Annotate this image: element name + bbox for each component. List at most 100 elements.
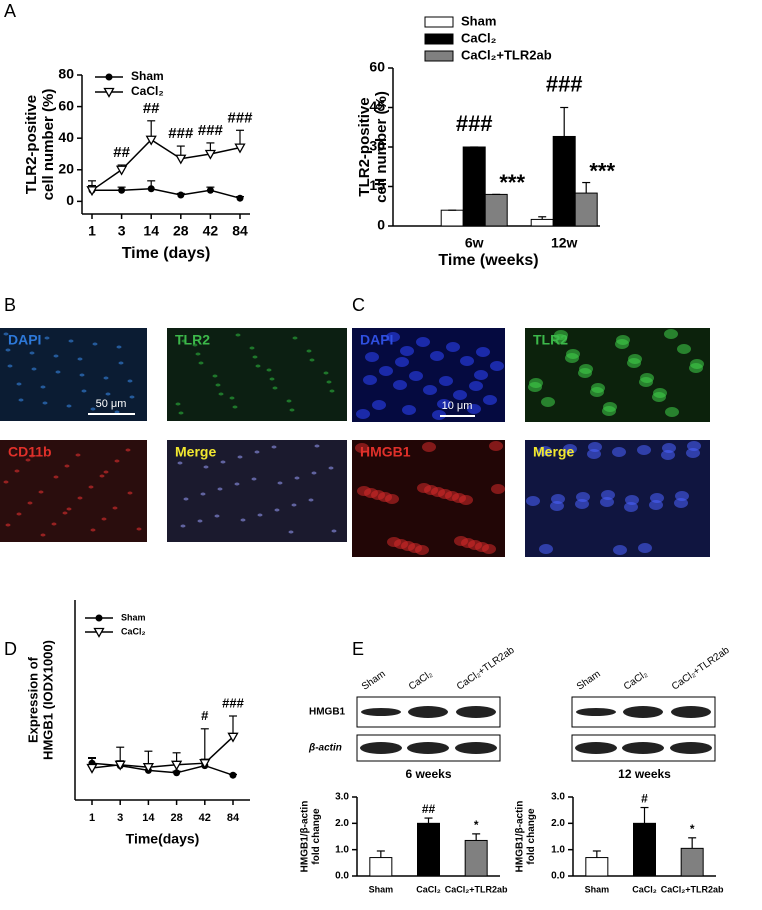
cell bbox=[459, 495, 473, 505]
cell bbox=[77, 496, 83, 500]
cell bbox=[42, 401, 48, 405]
annotation: # bbox=[201, 708, 209, 723]
y-tick-label: 20 bbox=[58, 160, 74, 176]
y-tick-label: 2.0 bbox=[551, 818, 565, 829]
panel-label: E bbox=[352, 639, 364, 659]
cell bbox=[92, 342, 98, 346]
cell bbox=[587, 449, 601, 459]
cell bbox=[288, 530, 294, 534]
cell bbox=[136, 527, 142, 531]
y-tick-label: 30 bbox=[369, 138, 385, 154]
cell bbox=[565, 353, 579, 363]
point bbox=[206, 186, 214, 194]
legend-swatch bbox=[424, 33, 454, 45]
point bbox=[86, 763, 98, 774]
cell bbox=[180, 524, 186, 528]
cell bbox=[81, 389, 87, 393]
cell bbox=[563, 444, 577, 454]
cell bbox=[538, 446, 552, 456]
x-tick-label: 3 bbox=[118, 223, 126, 239]
y-tick-label: 3.0 bbox=[551, 792, 565, 803]
cell bbox=[612, 447, 626, 457]
x-tick-label: CaCl₂+TLR2ab bbox=[661, 884, 724, 894]
micrograph-label: TLR2 bbox=[175, 332, 210, 348]
point bbox=[199, 759, 211, 770]
cell bbox=[356, 409, 370, 419]
bar bbox=[417, 822, 440, 877]
scale-label: 50 μm bbox=[96, 398, 127, 410]
cell bbox=[101, 517, 107, 521]
x-axis-label: Time (days) bbox=[122, 245, 211, 262]
lane-label: CaCl₂ bbox=[407, 669, 435, 693]
cell bbox=[639, 377, 653, 387]
cell bbox=[116, 345, 122, 349]
cell bbox=[5, 348, 11, 352]
panel-label: B bbox=[4, 295, 16, 315]
y-axis-label: HMGB1/β-actin bbox=[300, 801, 311, 873]
cell bbox=[539, 544, 553, 554]
x-tick-label: 12w bbox=[551, 235, 578, 251]
x-tick-label: 1 bbox=[88, 223, 96, 239]
cell bbox=[114, 459, 120, 463]
cell bbox=[197, 519, 203, 523]
y-axis-label: Expression of bbox=[25, 656, 40, 743]
cell bbox=[235, 333, 241, 337]
micrograph bbox=[167, 328, 347, 421]
legend-marker bbox=[105, 73, 113, 81]
cell bbox=[422, 442, 436, 452]
point bbox=[147, 185, 155, 193]
x-tick-label: 14 bbox=[142, 812, 155, 824]
cell bbox=[613, 545, 627, 555]
cell bbox=[393, 380, 407, 390]
cell bbox=[62, 511, 68, 515]
cell bbox=[294, 476, 300, 480]
cell bbox=[181, 339, 187, 343]
cell bbox=[16, 512, 22, 516]
cell bbox=[200, 492, 206, 496]
cell bbox=[400, 346, 414, 356]
micrograph-label: DAPI bbox=[360, 332, 393, 348]
cell bbox=[66, 507, 72, 511]
series-line bbox=[92, 187, 241, 199]
cell bbox=[118, 361, 124, 365]
y-tick-label: 80 bbox=[58, 66, 74, 82]
y-axis-label: cell number (%) bbox=[40, 89, 57, 201]
cell bbox=[220, 460, 226, 464]
x-tick-label: 42 bbox=[203, 223, 219, 239]
cell bbox=[66, 404, 72, 408]
y-axis-label: TLR2-positive bbox=[356, 97, 373, 196]
lane-label: CaCl₂ bbox=[622, 669, 650, 693]
cell bbox=[386, 332, 400, 342]
panel-label: A bbox=[4, 1, 16, 21]
cell bbox=[105, 392, 111, 396]
cell bbox=[3, 332, 9, 336]
cell bbox=[25, 458, 31, 462]
cell bbox=[432, 410, 446, 420]
micrograph-label: Merge bbox=[533, 444, 574, 460]
row-label: β-actin bbox=[308, 743, 342, 754]
cell bbox=[439, 376, 453, 386]
cell bbox=[482, 544, 496, 554]
x-tick-label: 28 bbox=[170, 812, 182, 824]
cell bbox=[331, 529, 337, 533]
cell bbox=[314, 444, 320, 448]
cell bbox=[409, 371, 423, 381]
cell bbox=[257, 513, 263, 517]
cell bbox=[460, 356, 474, 366]
y-tick-label: 2.0 bbox=[335, 818, 349, 829]
cell bbox=[88, 485, 94, 489]
legend-label: CaCl₂ bbox=[131, 84, 164, 98]
annotation: *** bbox=[589, 158, 615, 183]
annotation: ### bbox=[546, 71, 583, 96]
cell bbox=[51, 522, 57, 526]
cell bbox=[234, 482, 240, 486]
legend-label: CaCl₂ bbox=[121, 626, 146, 636]
cell bbox=[528, 382, 542, 392]
point bbox=[175, 154, 187, 165]
band bbox=[622, 742, 664, 754]
band bbox=[361, 708, 401, 716]
cell bbox=[269, 377, 275, 381]
legend-label: CaCl₂ bbox=[461, 30, 497, 45]
cell bbox=[68, 339, 74, 343]
